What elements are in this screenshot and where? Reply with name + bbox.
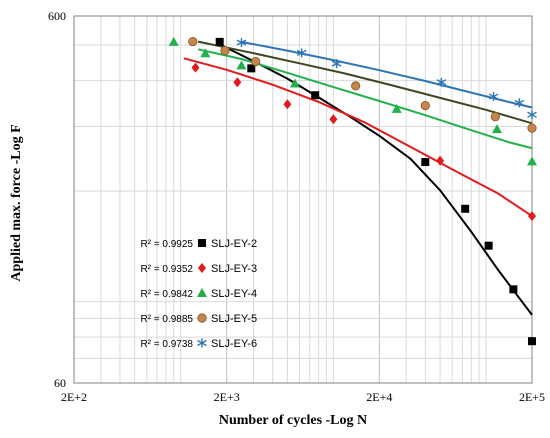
data-point-slj-ey-3 <box>528 211 536 222</box>
legend-label-slj-ey-2: SLJ-EY-2 <box>211 238 257 250</box>
legend-r2-slj-ey-6: R² = 0.9738 <box>140 339 193 350</box>
data-point-slj-ey-6 <box>436 77 447 87</box>
data-point-slj-ey-3 <box>233 77 242 88</box>
data-point-slj-ey-3 <box>436 155 445 166</box>
legend-marker-slj-ey-3 <box>198 263 206 273</box>
data-point-slj-ey-2 <box>215 37 224 46</box>
y-tick-labels: 60 600 <box>48 9 66 390</box>
legend-label-slj-ey-6: SLJ-EY-6 <box>211 338 257 350</box>
legend-marker-slj-ey-2 <box>198 239 206 247</box>
data-point-slj-ey-2 <box>528 337 536 346</box>
data-markers <box>168 36 537 346</box>
trend-line-slj-ey-5 <box>197 40 533 125</box>
data-point-slj-ey-4 <box>289 78 300 88</box>
data-point-slj-ey-2 <box>311 91 320 100</box>
legend-r2-slj-ey-2: R² = 0.9925 <box>140 239 193 250</box>
data-point-slj-ey-4 <box>527 156 537 166</box>
legend-marker-slj-ey-4 <box>197 288 207 297</box>
x-tick-label: 2E+5 <box>519 390 545 404</box>
data-point-slj-ey-4 <box>168 36 179 46</box>
data-point-slj-ey-3 <box>329 114 338 125</box>
data-point-slj-ey-3 <box>191 62 200 73</box>
data-point-slj-ey-5 <box>420 100 430 111</box>
legend-r2-slj-ey-3: R² = 0.9352 <box>140 264 193 275</box>
grid-lines <box>74 16 532 383</box>
data-point-slj-ey-5 <box>188 36 198 47</box>
data-point-slj-ey-2 <box>421 158 430 167</box>
data-point-slj-ey-2 <box>484 241 493 250</box>
legend-r2-slj-ey-4: R² = 0.9842 <box>140 289 193 300</box>
y-tick-label: 60 <box>54 376 66 390</box>
data-point-slj-ey-5 <box>527 123 537 133</box>
data-point-slj-ey-5 <box>351 81 361 91</box>
data-point-slj-ey-2 <box>509 285 518 294</box>
data-point-slj-ey-4 <box>236 60 247 70</box>
data-point-slj-ey-4 <box>492 124 503 134</box>
legend-marker-slj-ey-6 <box>197 338 207 348</box>
x-axis-title: Number of cycles -Log N <box>219 413 367 428</box>
data-point-slj-ey-4 <box>391 103 402 113</box>
data-point-slj-ey-2 <box>461 204 470 213</box>
data-point-slj-ey-5 <box>251 56 261 67</box>
data-point-slj-ey-2 <box>247 64 256 73</box>
data-point-slj-ey-6 <box>331 59 342 69</box>
data-point-slj-ey-4 <box>200 48 211 58</box>
data-point-slj-ey-3 <box>283 99 292 110</box>
trend-line-slj-ey-3 <box>183 57 533 217</box>
data-point-slj-ey-5 <box>220 45 230 56</box>
plot-area-frame <box>73 15 533 384</box>
legend-label-slj-ey-5: SLJ-EY-5 <box>211 313 257 325</box>
x-tick-label: 2E+2 <box>61 390 87 404</box>
x-tick-label: 2E+3 <box>214 390 240 404</box>
legend: R² = 0.9925 SLJ-EY-2 R² = 0.9352 SLJ-EY-3 R²… <box>140 238 257 350</box>
y-tick-label: 600 <box>48 9 66 23</box>
legend-r2-slj-ey-5: R² = 0.9885 <box>140 314 193 325</box>
legend-label-slj-ey-3: SLJ-EY-3 <box>211 263 257 275</box>
x-tick-label: 2E+4 <box>366 390 392 404</box>
data-point-slj-ey-5 <box>490 112 500 122</box>
legend-label-slj-ey-4: SLJ-EY-4 <box>211 288 257 300</box>
x-tick-labels: 2E+2 2E+3 2E+4 2E+5 <box>61 390 545 404</box>
data-point-slj-ey-6 <box>488 92 499 102</box>
y-axis-title: Applied max. force -Log F <box>9 124 24 281</box>
data-point-slj-ey-6 <box>514 98 525 108</box>
data-point-slj-ey-6 <box>527 110 537 120</box>
legend-marker-slj-ey-5 <box>197 313 207 323</box>
trend-line-slj-ey-6 <box>241 40 533 109</box>
trend-line-slj-ey-2 <box>219 43 533 316</box>
data-point-slj-ey-6 <box>236 38 247 48</box>
data-point-slj-ey-6 <box>296 48 307 58</box>
